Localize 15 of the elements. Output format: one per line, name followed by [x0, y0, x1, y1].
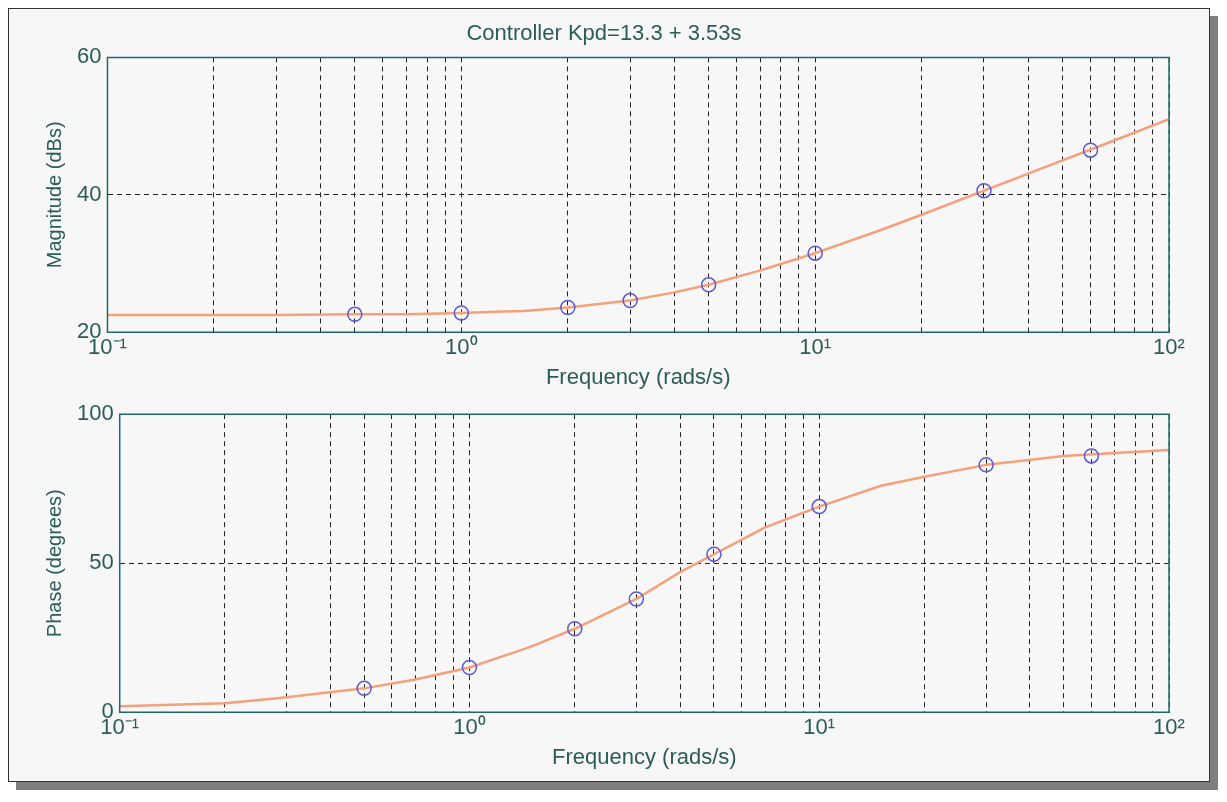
x-tick-label: 10² [1153, 714, 1185, 740]
y-tick-label: 100 [76, 400, 114, 426]
y-axis-title: Phase (degrees) [42, 489, 65, 638]
y-tick-label: 40 [76, 180, 102, 206]
chart-title: Controller Kpd=13.3 + 3.53s [466, 20, 742, 46]
x-tick-label: 10² [1153, 334, 1185, 360]
y-tick-label: 50 [89, 549, 114, 575]
x-tick-label: 10⁰ [453, 714, 486, 740]
x-axis-title: Frequency (rads/s) [552, 743, 737, 769]
y-axis-title: Magnitude (dBs) [42, 121, 65, 269]
y-tick-label: 60 [76, 43, 102, 69]
x-tick-label: 10⁰ [445, 334, 478, 360]
x-axis-title: Frequency (rads/s) [545, 363, 731, 389]
x-tick-label: 10¹ [799, 334, 832, 360]
x-tick-label: 10¹ [803, 714, 836, 740]
